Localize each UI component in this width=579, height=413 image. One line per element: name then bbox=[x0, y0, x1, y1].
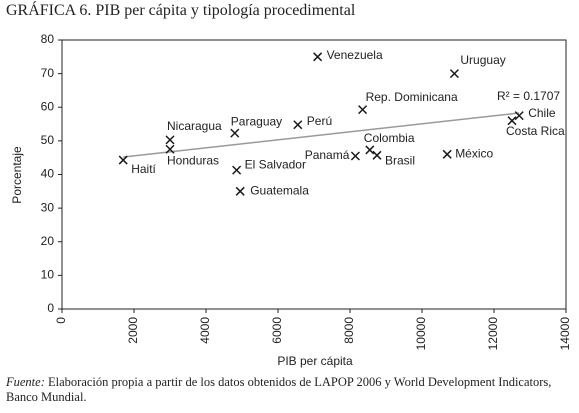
point-label: Uruguay bbox=[460, 53, 505, 67]
point-label: Brasil bbox=[385, 154, 415, 168]
point-label: Honduras bbox=[167, 153, 219, 167]
y-tick-label: 10 bbox=[41, 268, 55, 282]
x-tick-label: 14000 bbox=[558, 317, 572, 351]
point bbox=[165, 144, 175, 154]
point-label: El Salvador bbox=[245, 157, 306, 171]
x-tick-label: 10000 bbox=[414, 317, 428, 351]
point-label: México bbox=[455, 146, 493, 160]
y-tick-label: 60 bbox=[41, 99, 55, 113]
x-tick-label: 0 bbox=[54, 317, 68, 324]
x-axis-label: PIB per cápita bbox=[277, 354, 353, 368]
y-tick-label: 40 bbox=[41, 167, 55, 181]
chart-title: GRÁFICA 6. PIB per cápita y tipología pr… bbox=[6, 2, 356, 19]
point bbox=[293, 120, 303, 130]
x-tick-label: 2000 bbox=[126, 317, 140, 344]
x-tick-label: 12000 bbox=[486, 317, 500, 351]
point bbox=[350, 151, 360, 161]
point bbox=[165, 135, 175, 145]
point bbox=[507, 116, 517, 126]
point-label: Colombia bbox=[364, 131, 415, 145]
point bbox=[372, 150, 382, 160]
x-tick-label: 6000 bbox=[270, 317, 284, 344]
y-tick-label: 20 bbox=[41, 234, 55, 248]
y-tick-label: 30 bbox=[41, 200, 55, 214]
point bbox=[514, 111, 524, 121]
source-text: Elaboración propia a partir de los datos… bbox=[6, 375, 552, 404]
point bbox=[365, 145, 375, 155]
y-tick-label: 0 bbox=[47, 301, 54, 315]
x-tick-label: 4000 bbox=[198, 317, 212, 344]
point bbox=[232, 165, 242, 175]
point bbox=[358, 105, 368, 115]
point-label: Perú bbox=[307, 114, 332, 128]
x-tick-label: 8000 bbox=[342, 317, 356, 344]
chart: Porcentaje PIB per cápita 0 10 20 30 40 50 60 7… bbox=[10, 32, 572, 368]
point bbox=[449, 69, 459, 79]
point-label: Panamá bbox=[305, 148, 350, 162]
point-label: Rep. Dominicana bbox=[366, 90, 458, 104]
point bbox=[442, 149, 452, 159]
point bbox=[118, 155, 128, 165]
y-tick-label: 50 bbox=[41, 133, 55, 147]
r-squared: R² = 0.1707 bbox=[497, 89, 560, 103]
point-label: Venezuela bbox=[327, 48, 383, 62]
point bbox=[313, 52, 323, 62]
point-label: Guatemala bbox=[250, 183, 309, 197]
point-label: Chile bbox=[528, 106, 556, 120]
source-note: Fuente: Elaboración propia a partir de l… bbox=[6, 375, 576, 405]
point bbox=[230, 128, 240, 138]
point-label: Haití bbox=[131, 162, 156, 176]
y-tick-label: 70 bbox=[41, 66, 55, 80]
y-tick-label: 80 bbox=[41, 32, 55, 46]
point-label: Nicaragua bbox=[167, 119, 222, 133]
source-label: Fuente: bbox=[6, 375, 45, 389]
point-label: Costa Rica bbox=[506, 124, 565, 138]
point-label: Paraguay bbox=[231, 114, 282, 128]
trend-line bbox=[123, 112, 520, 158]
y-axis-label: Porcentaje bbox=[10, 146, 24, 204]
point bbox=[235, 186, 245, 196]
